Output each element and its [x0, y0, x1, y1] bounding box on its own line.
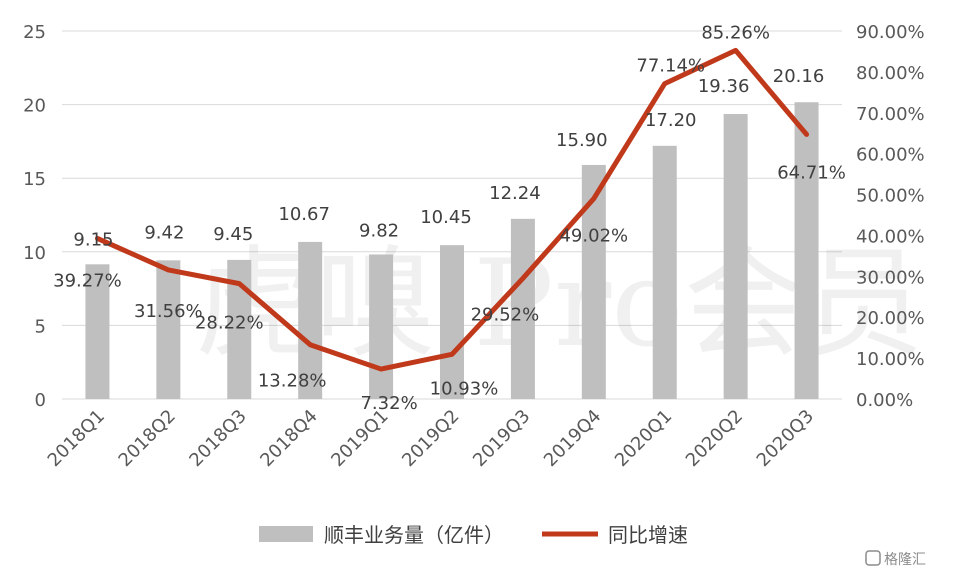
right-tick-label-4: 40.00% [856, 226, 925, 247]
bar-label-2019Q2: 10.45 [420, 207, 472, 228]
bar-label-2020Q2: 19.36 [698, 76, 750, 97]
x-tick-label-2018Q2: 2018Q2 [115, 406, 180, 471]
bar-label-2020Q3: 20.16 [773, 66, 825, 87]
x-tick-label-2018Q1: 2018Q1 [44, 406, 109, 471]
legend-label-growth: 同比增速 [608, 523, 688, 547]
line-label-2018Q2: 31.56% [134, 301, 203, 322]
line-label-2019Q3: 29.52% [471, 304, 540, 325]
left-tick-label-2: 10 [23, 243, 46, 264]
bar-2019Q1 [369, 254, 394, 399]
bar-2020Q3 [794, 102, 819, 399]
bar-label-2020Q1: 17.20 [645, 110, 697, 131]
brand-mark: 格隆汇 [865, 550, 926, 568]
legend: 顺丰业务量（亿件） 同比增速 [259, 523, 688, 547]
right-tick-label-7: 70.00% [856, 104, 925, 125]
bar-label-2018Q2: 9.42 [144, 222, 184, 243]
legend-label-volume: 顺丰业务量（亿件） [324, 523, 504, 547]
bar-label-2019Q1: 9.82 [359, 220, 399, 241]
right-tick-label-2: 20.00% [856, 308, 925, 329]
line-label-2019Q1: 7.32% [360, 393, 417, 414]
x-tick-label-2019Q2: 2019Q2 [398, 406, 463, 471]
line-label-2019Q2: 10.93% [430, 378, 499, 399]
right-tick-label-5: 50.00% [856, 186, 925, 207]
bar-label-2019Q4: 15.90 [556, 130, 608, 151]
left-tick-label-4: 20 [23, 96, 46, 117]
line-label-2020Q1: 77.14% [636, 56, 705, 77]
x-tick-label-2019Q1: 2019Q1 [327, 406, 392, 471]
bar-2019Q3 [510, 218, 535, 399]
right-tick-label-3: 30.00% [856, 267, 925, 288]
bar-2018Q2 [156, 260, 181, 399]
x-tick-label-2018Q3: 2018Q3 [185, 406, 250, 471]
line-label-2018Q3: 28.22% [195, 313, 264, 334]
right-tick-label-9: 90.00% [856, 22, 925, 43]
line-label-2019Q4: 49.02% [559, 226, 628, 247]
x-tick-label-2020Q3: 2020Q3 [753, 406, 818, 471]
bar-2018Q1 [85, 264, 110, 399]
line-label-2020Q3: 64.71% [777, 162, 846, 183]
line-label-2020Q2: 85.26% [701, 22, 770, 43]
data-labels: 9.15 9.42 9.45 10.67 9.82 10.45 12.24 15.90 17.2… [53, 22, 846, 414]
bar-label-2018Q4: 10.67 [278, 204, 330, 225]
bar-2019Q2 [440, 245, 464, 399]
line-series [94, 47, 810, 372]
x-tick-label-2019Q4: 2019Q4 [540, 406, 605, 471]
left-tick-label-0: 0 [35, 390, 46, 411]
line-label-2018Q1: 39.27% [53, 270, 122, 291]
legend-swatch-volume [259, 526, 313, 542]
bar-label-2018Q3: 9.45 [213, 224, 253, 245]
x-tick-label-2019Q3: 2019Q3 [469, 406, 534, 471]
x-tick-label-2020Q1: 2020Q1 [611, 406, 676, 471]
bar-2018Q4 [298, 241, 323, 399]
bar-2020Q2 [723, 114, 748, 399]
left-tick-label-3: 15 [23, 169, 46, 190]
bar-label-2018Q1: 9.15 [73, 229, 113, 250]
brand-logo-icon [865, 550, 881, 566]
right-tick-label-0: 0.00% [856, 390, 913, 411]
brand-text: 格隆汇 [884, 552, 926, 568]
line-label-2018Q4: 13.28% [258, 371, 327, 392]
x-tick-label-2018Q4: 2018Q4 [256, 406, 321, 471]
left-tick-label-1: 5 [35, 316, 46, 337]
bar-label-2019Q3: 12.24 [489, 183, 541, 204]
right-tick-label-6: 60.00% [856, 145, 925, 166]
right-tick-label-8: 80.00% [856, 63, 925, 84]
right-tick-label-1: 10.00% [856, 349, 925, 370]
left-tick-label-5: 25 [23, 22, 46, 43]
x-tick-label-2020Q2: 2020Q2 [682, 406, 747, 471]
bar-2020Q1 [652, 145, 677, 399]
